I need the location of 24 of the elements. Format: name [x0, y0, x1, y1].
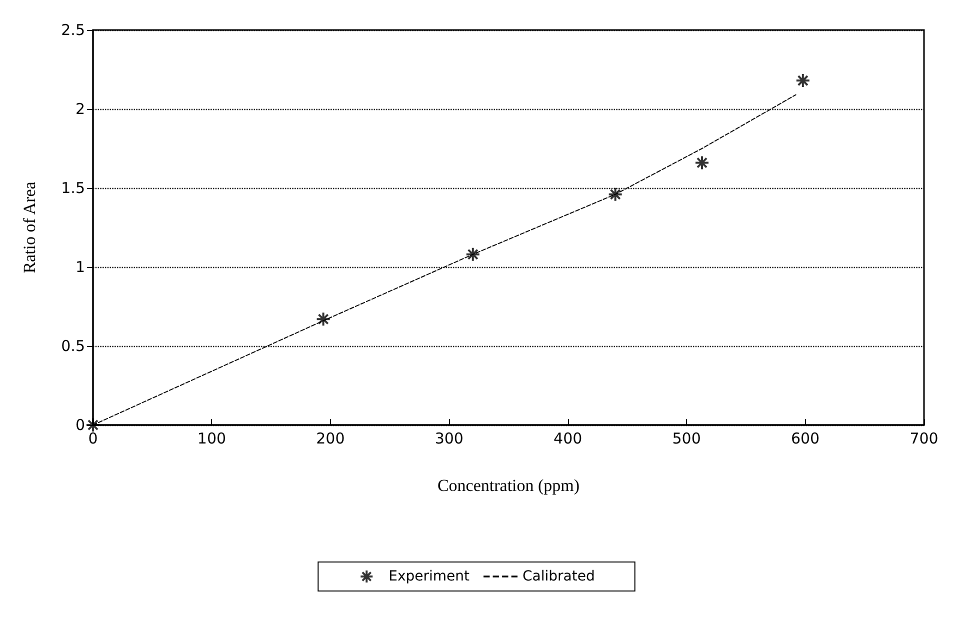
x-tick-label: 200: [316, 430, 345, 448]
y-tick-label: 2: [75, 100, 85, 118]
y-tick-label: 1: [75, 258, 85, 276]
y-tick-label: 0: [75, 416, 85, 434]
point: [608, 186, 623, 202]
point: [86, 418, 100, 432]
x-axis-title: Concentration (ppm): [437, 476, 580, 495]
y-tick-label: 0.5: [61, 337, 85, 355]
legend-label: Experiment: [388, 568, 470, 584]
y-tick-label: 2.5: [61, 21, 85, 39]
x-tick-label: 500: [672, 430, 701, 448]
x-tick-label: 100: [197, 430, 226, 448]
point: [795, 73, 810, 88]
x-tick-label: 600: [790, 430, 820, 448]
point: [465, 246, 480, 262]
x-tick-label: 700: [910, 430, 938, 448]
x-tick-label: 0: [88, 430, 98, 448]
point: [316, 312, 331, 327]
point: [694, 155, 710, 170]
x-tick-label: 300: [434, 430, 464, 448]
y-axis-title: Ratio of Area: [20, 181, 39, 274]
y-tick-label: 1.5: [61, 179, 85, 197]
legend-label: Calibrated: [522, 568, 595, 584]
x-tick-label: 400: [554, 430, 582, 448]
